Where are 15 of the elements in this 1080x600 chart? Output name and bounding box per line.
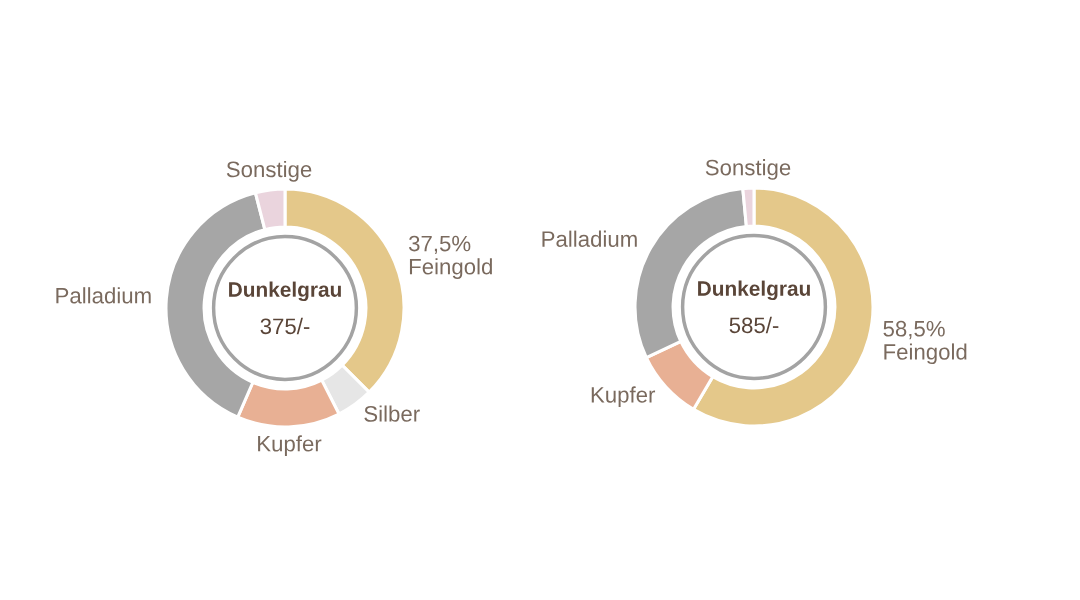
slice-label: Sonstige [705,159,791,180]
data-label: 58,5% [883,320,945,340]
slice-label: Sonstige [226,160,312,182]
text: 375/- [260,317,310,335]
slice-label: Feingold [409,258,492,279]
slice-label: Silber [364,405,420,422]
text: 585/- [729,316,779,334]
slice-label: Kupfer [258,435,322,456]
slice-label: Kupfer [591,386,656,408]
slice-label: Feingold [884,343,967,365]
text: Dunkelgrau [229,281,341,302]
data-label: 37,5% [408,235,471,255]
slice-label: Palladium [56,287,151,304]
slice-label: Palladium [542,230,637,247]
text: Dunkelgrau [698,280,810,301]
